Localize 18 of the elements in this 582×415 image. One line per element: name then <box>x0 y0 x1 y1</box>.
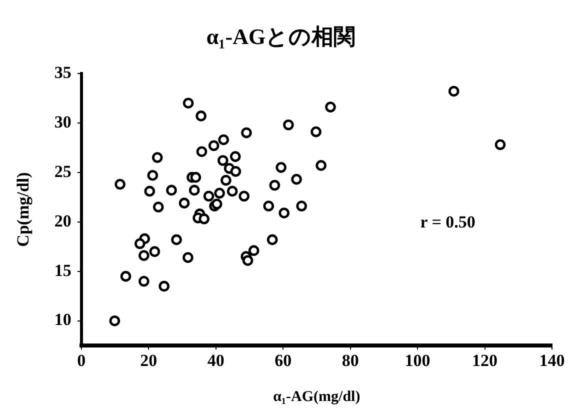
x-axis-title: α₁-AG(mg/dl) <box>273 388 360 405</box>
x-tick-label: 20 <box>140 351 158 370</box>
x-tick-label: 80 <box>342 351 359 370</box>
x-tick-label: 60 <box>274 351 292 370</box>
x-tick-label: 140 <box>539 351 565 370</box>
y-axis-title: Cp(mg/dl) <box>14 172 33 247</box>
y-tick-label: 35 <box>54 62 72 82</box>
x-tick-label: 100 <box>404 351 430 370</box>
y-tick-label: 10 <box>54 310 72 330</box>
y-tick-label: 20 <box>54 211 72 230</box>
x-tick-label: 40 <box>207 351 224 370</box>
y-tick-label: 30 <box>54 112 72 132</box>
x-tick-label: 120 <box>472 351 498 370</box>
y-tick-label: 15 <box>54 260 72 280</box>
y-tick-label: 25 <box>54 162 72 181</box>
chart-title: α₁-AGとの相関 <box>206 24 356 49</box>
x-tick-label: 0 <box>77 351 86 370</box>
annotation: r = 0.50 <box>420 212 476 232</box>
